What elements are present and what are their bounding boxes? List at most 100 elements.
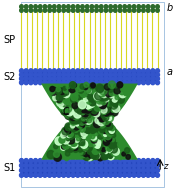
Circle shape — [24, 77, 28, 81]
Circle shape — [87, 95, 91, 99]
Circle shape — [52, 81, 56, 85]
Circle shape — [94, 127, 98, 132]
Circle shape — [111, 149, 118, 156]
Circle shape — [29, 81, 33, 85]
Circle shape — [95, 9, 98, 12]
Text: b: b — [166, 3, 173, 12]
Circle shape — [113, 77, 117, 81]
Circle shape — [20, 163, 23, 168]
Circle shape — [73, 123, 80, 130]
Circle shape — [110, 126, 115, 131]
Circle shape — [80, 144, 87, 151]
Circle shape — [95, 5, 98, 9]
Circle shape — [114, 143, 118, 147]
Circle shape — [24, 168, 28, 172]
Circle shape — [113, 81, 117, 85]
Circle shape — [118, 163, 122, 168]
Circle shape — [63, 98, 69, 104]
Circle shape — [113, 73, 117, 77]
Circle shape — [101, 148, 105, 152]
Circle shape — [99, 115, 105, 122]
Circle shape — [104, 73, 108, 77]
Circle shape — [146, 168, 150, 172]
Circle shape — [64, 105, 72, 112]
Circle shape — [79, 149, 85, 155]
Circle shape — [34, 159, 38, 163]
Circle shape — [118, 81, 122, 85]
Circle shape — [71, 159, 75, 163]
Circle shape — [156, 159, 159, 163]
Circle shape — [112, 100, 118, 106]
Circle shape — [67, 124, 71, 128]
Circle shape — [57, 81, 61, 85]
Circle shape — [73, 141, 79, 147]
Circle shape — [62, 131, 67, 136]
Circle shape — [104, 168, 108, 172]
Circle shape — [105, 92, 110, 97]
Circle shape — [74, 110, 81, 118]
Circle shape — [66, 136, 70, 141]
Circle shape — [20, 159, 23, 163]
Text: S1: S1 — [4, 163, 16, 173]
Circle shape — [107, 116, 112, 120]
Circle shape — [96, 84, 103, 92]
Circle shape — [69, 82, 76, 88]
Circle shape — [73, 146, 78, 150]
Circle shape — [61, 144, 66, 149]
Circle shape — [62, 99, 69, 107]
Circle shape — [38, 69, 42, 73]
Circle shape — [38, 163, 42, 168]
Circle shape — [81, 106, 88, 113]
Circle shape — [56, 94, 63, 101]
Circle shape — [96, 154, 100, 159]
Circle shape — [78, 138, 85, 146]
Circle shape — [91, 83, 95, 88]
Circle shape — [76, 173, 80, 177]
Circle shape — [34, 173, 38, 177]
Circle shape — [110, 145, 117, 153]
Circle shape — [80, 84, 85, 89]
Circle shape — [66, 168, 70, 172]
Circle shape — [110, 138, 115, 143]
Circle shape — [90, 149, 97, 156]
Circle shape — [91, 124, 97, 131]
Circle shape — [151, 159, 155, 163]
Circle shape — [103, 122, 107, 126]
Circle shape — [103, 152, 109, 159]
Circle shape — [76, 163, 80, 168]
Circle shape — [101, 99, 106, 105]
Circle shape — [24, 73, 28, 77]
Circle shape — [108, 81, 115, 88]
Circle shape — [81, 73, 84, 77]
Circle shape — [59, 137, 65, 143]
Circle shape — [83, 153, 90, 160]
Circle shape — [95, 163, 98, 168]
Circle shape — [127, 81, 131, 85]
Circle shape — [141, 159, 145, 163]
Circle shape — [127, 69, 131, 73]
Circle shape — [85, 173, 89, 177]
Circle shape — [56, 90, 61, 96]
Circle shape — [43, 73, 47, 77]
Circle shape — [99, 163, 103, 168]
Circle shape — [83, 111, 88, 117]
Circle shape — [105, 126, 113, 135]
Circle shape — [57, 98, 64, 106]
Circle shape — [65, 133, 71, 139]
Circle shape — [109, 141, 116, 149]
Circle shape — [82, 117, 88, 123]
Bar — [21, 2, 164, 187]
Circle shape — [71, 113, 76, 118]
Circle shape — [24, 163, 28, 168]
Circle shape — [118, 73, 122, 77]
Circle shape — [127, 159, 131, 163]
Circle shape — [61, 145, 66, 150]
Circle shape — [29, 77, 33, 81]
Circle shape — [90, 173, 94, 177]
Circle shape — [101, 96, 106, 101]
Circle shape — [85, 121, 90, 125]
Circle shape — [66, 173, 70, 177]
Circle shape — [43, 9, 47, 12]
Circle shape — [118, 155, 122, 160]
Circle shape — [82, 113, 88, 119]
